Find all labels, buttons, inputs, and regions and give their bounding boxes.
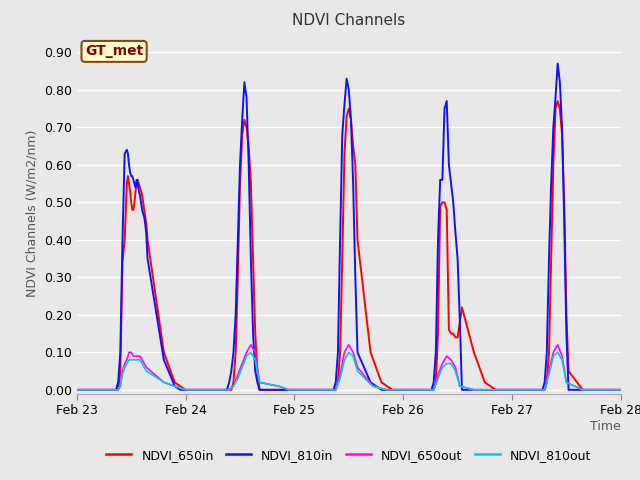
Title: NDVI Channels: NDVI Channels [292,13,405,28]
Y-axis label: NDVI Channels (W/m2/nm): NDVI Channels (W/m2/nm) [26,130,38,297]
X-axis label: Time: Time [590,420,621,433]
Text: GT_met: GT_met [85,44,143,59]
Legend: NDVI_650in, NDVI_810in, NDVI_650out, NDVI_810out: NDVI_650in, NDVI_810in, NDVI_650out, NDV… [101,444,596,467]
